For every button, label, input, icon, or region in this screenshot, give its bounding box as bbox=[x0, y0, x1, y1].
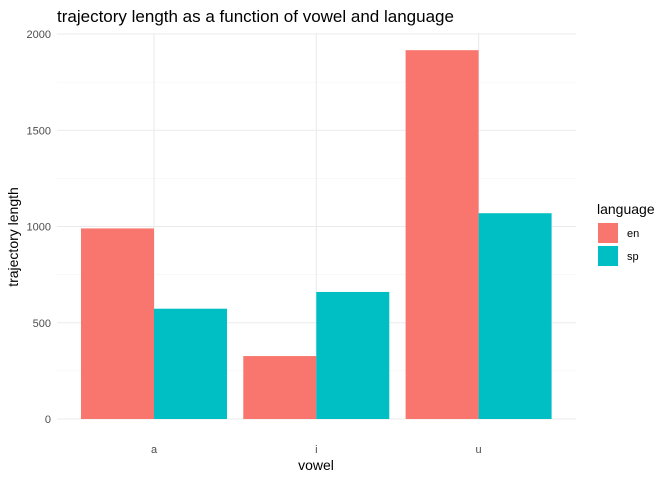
y-tick-label: 1500 bbox=[27, 125, 51, 137]
bar-en-i bbox=[243, 356, 317, 419]
x-axis-title: vowel bbox=[298, 457, 334, 473]
y-axis-title: trajectory length bbox=[5, 187, 21, 287]
y-tick-label: 500 bbox=[33, 318, 51, 330]
x-tick-label: i bbox=[315, 444, 317, 456]
bar-sp-a bbox=[154, 308, 227, 419]
x-tick-label: a bbox=[151, 444, 158, 456]
chart-title: trajectory length as a function of vowel… bbox=[57, 7, 454, 26]
bar-en-u bbox=[405, 50, 479, 420]
legend-label-en: en bbox=[627, 228, 639, 240]
bar-sp-u bbox=[478, 213, 552, 419]
legend-key-en bbox=[598, 223, 618, 243]
bars bbox=[81, 50, 552, 420]
y-tick-label: 0 bbox=[45, 414, 51, 426]
y-tick-label: 2000 bbox=[27, 29, 51, 41]
legend-label-sp: sp bbox=[627, 251, 639, 263]
bar-en-a bbox=[81, 228, 154, 419]
legend-key-sp bbox=[598, 246, 618, 266]
y-axis-ticks: 0 500 1000 1500 2000 bbox=[27, 29, 51, 426]
y-tick-label: 1000 bbox=[27, 222, 51, 234]
bar-sp-i bbox=[316, 291, 390, 419]
legend-title: language bbox=[597, 201, 655, 217]
legend: language en sp bbox=[597, 201, 655, 266]
x-tick-label: u bbox=[476, 444, 482, 456]
